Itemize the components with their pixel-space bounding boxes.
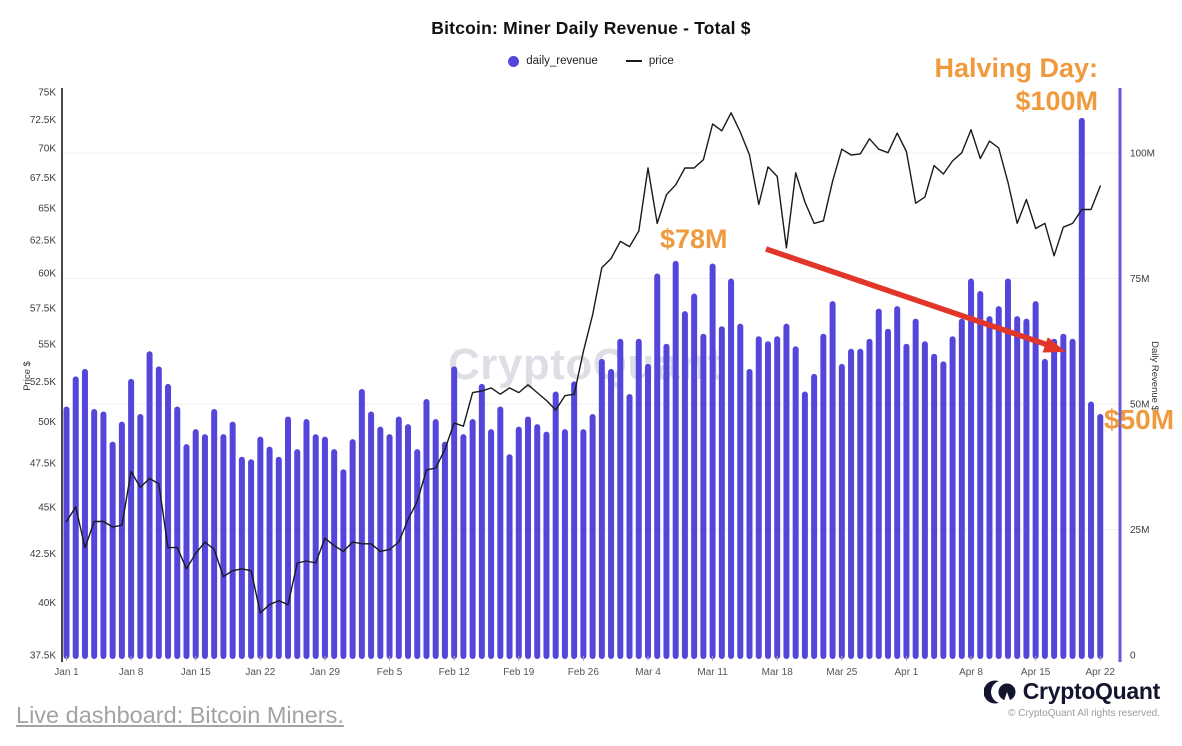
svg-text:50K: 50K — [38, 417, 56, 428]
live-dashboard-link[interactable]: Live dashboard: Bitcoin Miners. — [16, 702, 344, 728]
svg-text:Mar 4: Mar 4 — [635, 667, 661, 678]
svg-text:Jan 1: Jan 1 — [54, 667, 79, 678]
svg-text:75K: 75K — [38, 88, 56, 99]
svg-text:Apr 8: Apr 8 — [959, 667, 983, 678]
daily-revenue-dot-icon — [508, 55, 520, 67]
svg-text:47.5K: 47.5K — [30, 458, 56, 469]
price-line-icon — [625, 60, 642, 62]
cryptoquant-brand: CryptoQuant — [983, 678, 1161, 705]
svg-text:60K: 60K — [38, 269, 56, 280]
svg-text:0: 0 — [1130, 651, 1136, 662]
svg-text:55K: 55K — [38, 339, 56, 350]
svg-text:25M: 25M — [1130, 525, 1149, 536]
svg-text:57.5K: 57.5K — [30, 303, 56, 314]
svg-text:70K: 70K — [38, 144, 56, 155]
copyright-text: © CryptoQuant All rights reserved. — [1008, 708, 1160, 719]
svg-text:37.5K: 37.5K — [30, 651, 56, 662]
brand-name: CryptoQuant — [1022, 678, 1161, 704]
svg-text:50M: 50M — [1130, 400, 1149, 411]
svg-text:Feb 12: Feb 12 — [439, 667, 471, 678]
svg-text:52.5K: 52.5K — [30, 377, 56, 388]
svg-text:Price $: Price $ — [22, 361, 33, 391]
svg-text:Mar 18: Mar 18 — [762, 667, 794, 678]
svg-text:Mar 11: Mar 11 — [697, 667, 728, 678]
svg-text:Apr 1: Apr 1 — [894, 667, 918, 678]
svg-text:Apr 22: Apr 22 — [1086, 667, 1116, 678]
annotation-current-revenue: $50M — [1104, 404, 1175, 435]
svg-text:Daily Revenue $: Daily Revenue $ — [1149, 341, 1160, 411]
svg-text:65K: 65K — [38, 204, 56, 215]
chart-legend: daily_revenue price — [0, 55, 1182, 67]
legend-label: price — [648, 55, 674, 67]
annotation-halving-value: $100M — [1015, 86, 1098, 116]
svg-text:42.5K: 42.5K — [30, 549, 56, 560]
chart-title: Bitcoin: Miner Daily Revenue - Total $ — [431, 18, 751, 38]
svg-text:75M: 75M — [1130, 274, 1149, 285]
svg-text:100M: 100M — [1130, 149, 1155, 160]
svg-text:67.5K: 67.5K — [30, 173, 56, 184]
svg-text:Feb 19: Feb 19 — [503, 667, 535, 678]
svg-text:62.5K: 62.5K — [30, 236, 56, 247]
svg-text:Jan 22: Jan 22 — [245, 667, 275, 678]
svg-text:Jan 8: Jan 8 — [119, 667, 144, 678]
svg-text:72.5K: 72.5K — [30, 115, 56, 126]
svg-text:Apr 15: Apr 15 — [1021, 667, 1051, 678]
svg-text:Feb 5: Feb 5 — [377, 667, 403, 678]
annotation-halving-day: Halving Day: $100M — [934, 52, 1098, 118]
svg-text:Jan 29: Jan 29 — [310, 667, 340, 678]
legend-item-daily-revenue[interactable]: daily_revenue — [508, 55, 598, 67]
svg-text:Mar 25: Mar 25 — [826, 667, 858, 678]
legend-item-price[interactable]: price — [625, 55, 674, 67]
annotation-peak-revenue: $78M — [660, 224, 728, 254]
svg-text:Jan 15: Jan 15 — [181, 667, 211, 678]
cryptoquant-logo-icon — [983, 680, 1016, 704]
annotation-halving-label: Halving Day: — [934, 53, 1098, 83]
svg-text:40K: 40K — [38, 598, 56, 609]
svg-text:45K: 45K — [38, 502, 56, 513]
svg-text:Feb 26: Feb 26 — [568, 667, 600, 678]
legend-label: daily_revenue — [526, 55, 598, 67]
